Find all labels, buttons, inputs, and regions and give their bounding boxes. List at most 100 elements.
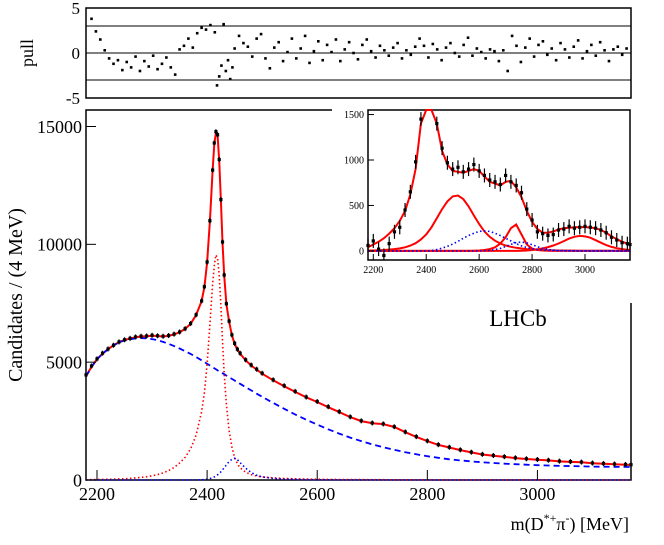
- data-point: [403, 430, 407, 434]
- data-point: [282, 384, 286, 388]
- pull-point: [290, 37, 294, 40]
- pull-point: [497, 59, 501, 63]
- x-tick-label: 3000: [519, 484, 555, 504]
- pull-point: [209, 23, 212, 27]
- pull-y-tick-label: 5: [72, 0, 81, 18]
- data-point: [546, 458, 551, 462]
- pull-point: [312, 49, 316, 53]
- data-point: [513, 456, 517, 460]
- inset-background: [332, 108, 632, 303]
- y-tick-label: 10000: [37, 235, 82, 255]
- data-point: [84, 373, 88, 377]
- x-label-prefix: m(D: [511, 514, 544, 535]
- data-point: [177, 330, 182, 334]
- pull-point: [204, 28, 208, 31]
- data-point: [244, 358, 248, 362]
- y-tick-label: 0: [73, 470, 82, 490]
- data-point: [172, 332, 176, 336]
- data-point: [451, 167, 455, 171]
- data-point: [440, 146, 444, 150]
- pull-point: [449, 41, 452, 45]
- data-point: [572, 226, 577, 230]
- pull-point: [294, 57, 298, 60]
- pull-point: [169, 66, 173, 69]
- pull-point: [191, 46, 195, 49]
- pull-point: [317, 40, 320, 43]
- pull-point: [568, 56, 571, 59]
- pull-points: [90, 17, 628, 87]
- data-point: [392, 425, 396, 429]
- data-point: [567, 224, 571, 228]
- data-point: [593, 226, 598, 230]
- pull-y-tick-label: -5: [66, 89, 80, 108]
- pull-point: [143, 59, 146, 63]
- data-point: [625, 242, 629, 246]
- y-tick-label: 5000: [46, 352, 82, 372]
- data-point: [403, 208, 407, 212]
- data-point: [139, 334, 143, 338]
- pull-point: [121, 68, 124, 72]
- data-point: [166, 333, 171, 338]
- x-tick-label: 2800: [409, 484, 445, 504]
- pull-point: [427, 56, 430, 59]
- y-tick-label: 1500: [344, 110, 364, 121]
- data-point: [202, 285, 206, 289]
- pull-point: [250, 55, 254, 58]
- data-point: [194, 313, 198, 317]
- inset-curves: [367, 109, 631, 252]
- pull-point: [129, 66, 133, 69]
- pull-point: [151, 54, 155, 57]
- y-tick-label: 1000: [344, 156, 364, 167]
- pull-point: [299, 47, 302, 50]
- pull-point: [383, 49, 386, 52]
- pull-point: [519, 60, 523, 64]
- data-point: [128, 336, 132, 340]
- pull-point: [475, 47, 479, 50]
- data-point: [556, 228, 561, 232]
- data-point: [371, 239, 375, 243]
- data-point: [514, 183, 518, 188]
- data-point: [447, 445, 451, 449]
- pull-point: [462, 43, 465, 47]
- data-point: [238, 351, 242, 355]
- data-point: [525, 207, 529, 211]
- data-point: [615, 238, 619, 242]
- x-label-pi: π: [556, 514, 565, 534]
- pull-point: [418, 37, 421, 40]
- data-point: [480, 452, 484, 456]
- pull-point: [147, 65, 151, 68]
- pull-point: [195, 31, 199, 35]
- data-point: [144, 334, 149, 338]
- pull-point: [396, 41, 399, 45]
- data-point: [214, 130, 218, 134]
- pull-point: [510, 34, 514, 38]
- pull-point: [264, 57, 267, 60]
- pull-point: [94, 30, 98, 33]
- x-label-suffix: ) [MeV]: [570, 514, 629, 535]
- data-point: [227, 319, 231, 323]
- data-point: [504, 173, 508, 178]
- pull-point: [457, 55, 461, 58]
- pull-point: [409, 53, 413, 57]
- y-tick-label: 15000: [37, 117, 82, 137]
- pull-point: [563, 48, 567, 51]
- curve-feed-down-2-blue-dotted-: [368, 241, 630, 252]
- data-point: [519, 191, 524, 195]
- data-point: [293, 389, 297, 393]
- data-point: [435, 122, 439, 126]
- data-point: [419, 117, 423, 121]
- pull-point: [528, 37, 532, 40]
- data-point: [133, 335, 138, 339]
- data-point: [601, 461, 606, 466]
- pull-point: [532, 55, 536, 58]
- pull-point: [369, 49, 373, 53]
- pull-point: [160, 62, 164, 66]
- lhcb-label: LHCb: [489, 306, 547, 331]
- y-tick-label: 0: [359, 246, 364, 257]
- pull-point: [352, 51, 355, 55]
- pull-point: [200, 26, 203, 30]
- pull-reference-lines: [86, 25, 631, 81]
- pull-point: [440, 58, 443, 62]
- data-point: [578, 225, 582, 229]
